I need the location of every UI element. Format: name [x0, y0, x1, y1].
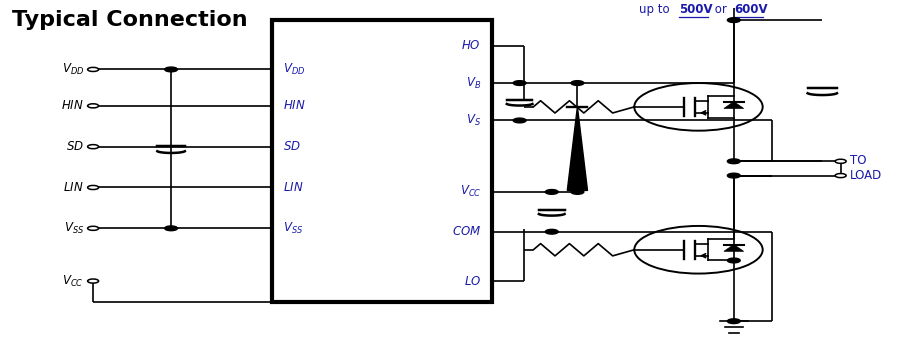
- Circle shape: [87, 145, 98, 149]
- Text: $SD$: $SD$: [283, 140, 301, 153]
- Circle shape: [834, 159, 845, 163]
- Text: $V_{SS}$: $V_{SS}$: [63, 221, 84, 236]
- Text: $LIN$: $LIN$: [283, 181, 303, 194]
- Circle shape: [727, 319, 740, 323]
- Circle shape: [727, 159, 740, 164]
- Text: $HIN$: $HIN$: [283, 99, 305, 113]
- Text: $LO$: $LO$: [463, 274, 481, 287]
- Circle shape: [727, 258, 740, 263]
- Text: Typical Connection: Typical Connection: [12, 10, 248, 30]
- Polygon shape: [723, 102, 743, 108]
- Circle shape: [545, 190, 558, 194]
- Circle shape: [513, 81, 526, 85]
- Text: up to: up to: [638, 3, 673, 16]
- Text: $HIN$: $HIN$: [61, 99, 84, 113]
- Circle shape: [545, 229, 558, 234]
- Text: 500V: 500V: [678, 3, 712, 16]
- Text: $V_{DD}$: $V_{DD}$: [62, 62, 84, 77]
- FancyBboxPatch shape: [272, 20, 492, 303]
- Text: TO
LOAD: TO LOAD: [849, 154, 881, 182]
- Text: $V_{DD}$: $V_{DD}$: [283, 62, 305, 77]
- Circle shape: [727, 18, 740, 23]
- Circle shape: [834, 174, 845, 178]
- Circle shape: [165, 67, 177, 72]
- Circle shape: [87, 104, 98, 108]
- Text: $COM$: $COM$: [451, 225, 481, 238]
- Circle shape: [87, 67, 98, 71]
- Text: or: or: [710, 3, 731, 16]
- Circle shape: [87, 279, 98, 283]
- Text: $V_{CC}$: $V_{CC}$: [460, 185, 481, 200]
- Polygon shape: [723, 245, 743, 251]
- Text: 600V: 600V: [733, 3, 767, 16]
- Text: $SD$: $SD$: [66, 140, 84, 153]
- Text: $LIN$: $LIN$: [63, 181, 84, 194]
- Text: $V_S$: $V_S$: [466, 113, 481, 128]
- Circle shape: [165, 226, 177, 231]
- Circle shape: [571, 81, 584, 85]
- Circle shape: [571, 190, 584, 194]
- Text: $V_{SS}$: $V_{SS}$: [283, 221, 303, 236]
- Circle shape: [87, 186, 98, 190]
- Polygon shape: [567, 107, 587, 190]
- Circle shape: [87, 226, 98, 230]
- Circle shape: [513, 118, 526, 123]
- Text: $V_B$: $V_B$: [465, 75, 481, 91]
- Text: $HO$: $HO$: [461, 39, 481, 52]
- Text: $V_{CC}$: $V_{CC}$: [62, 273, 84, 288]
- Circle shape: [727, 173, 740, 178]
